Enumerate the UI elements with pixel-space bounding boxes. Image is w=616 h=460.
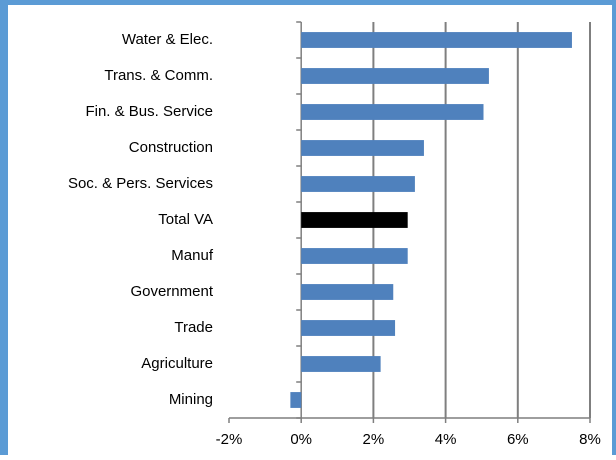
x-tick-label: 4% [435,431,457,448]
bar [301,176,415,192]
y-tick-label: Manuf [171,247,214,264]
bar [301,212,408,228]
bar [301,68,489,84]
bar [301,248,408,264]
y-tick-label: Total VA [158,211,213,228]
x-tick-label: 8% [579,431,601,448]
x-tick-label: -2% [216,431,243,448]
y-tick-label: Trans. & Comm. [104,67,213,84]
bar [301,104,484,120]
y-tick-label: Construction [129,139,213,156]
y-tick-label: Fin. & Bus. Service [85,103,213,120]
y-tick-label: Agriculture [141,355,213,372]
x-tick-label: 2% [363,431,385,448]
frame-right [612,0,616,455]
bar [301,320,396,336]
x-tick-label: 0% [290,431,312,448]
bar [301,32,572,48]
bar [301,284,394,300]
y-tick-label: Soc. & Pers. Services [68,175,213,192]
frame-left [0,0,8,455]
y-tick-label: Trade [174,319,213,336]
bar [301,356,381,372]
frame-top [0,0,616,5]
x-tick-label: 6% [507,431,529,448]
bar [290,392,302,408]
y-tick-label: Water & Elec. [122,31,213,48]
y-tick-label: Government [130,283,213,300]
bar [301,140,424,156]
y-tick-label: Mining [169,391,213,408]
